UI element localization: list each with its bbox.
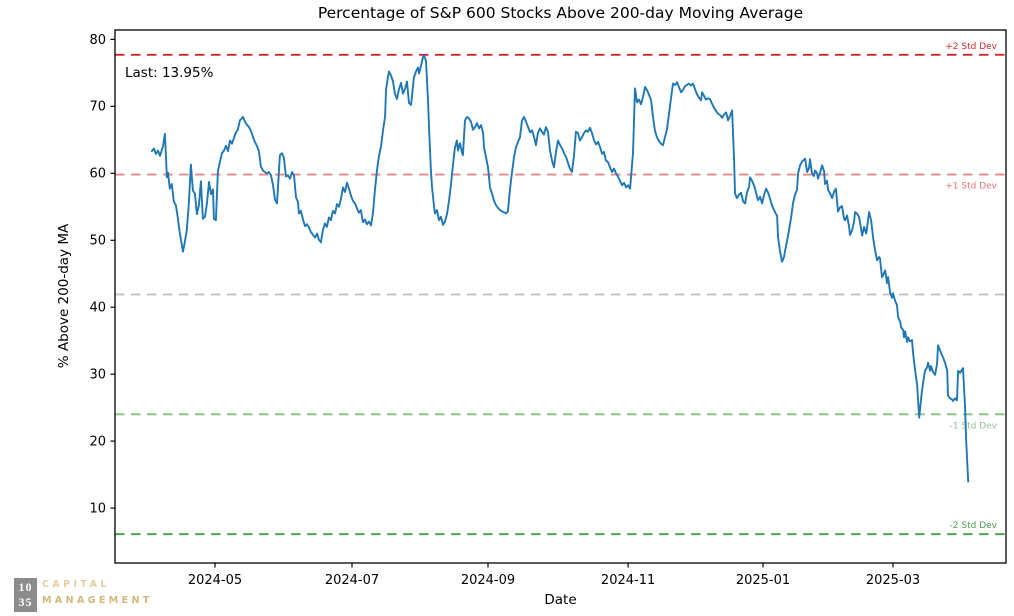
y-tick-label: 40 [89,301,106,316]
logo: 10 35 CAPITAL MANAGEMENT [14,578,153,612]
x-tick-label: 2024-05 [188,573,242,588]
logo-number-top: 10 [18,580,33,594]
logo-number-box: 10 35 [14,578,37,612]
x-tick-label: 2024-11 [601,573,655,588]
ref-line-label-minus2: -2 Std Dev [950,521,998,531]
y-tick-label: 20 [89,435,106,450]
y-tick-label: 10 [89,502,106,517]
ref-line-label-plus1: +1 Std Dev [945,182,997,192]
x-tick-label: 2024-09 [461,573,515,588]
logo-number-bottom: 35 [18,595,33,609]
x-tick-label: 2025-03 [866,573,920,588]
y-tick-label: 50 [89,234,106,249]
y-tick-label: 70 [89,100,106,115]
ref-line-label-minus1: -1 Std Dev [950,421,998,431]
y-axis-label: % Above 200-day MA [56,223,72,369]
y-tick-label: 60 [89,167,106,182]
y-tick-label: 30 [89,368,106,383]
series-line [150,54,970,483]
logo-wordmark: CAPITAL MANAGEMENT [42,578,153,605]
logo-word-management: MANAGEMENT [42,594,153,606]
axes-frame [114,29,1007,564]
y-tick-label: 80 [89,33,106,48]
last-value-annotation: Last: 13.95% [125,65,214,81]
x-axis-label: Date [544,592,577,608]
x-tick-label: 2024-07 [325,573,379,588]
ref-line-label-plus2: +2 Std Dev [945,42,997,52]
x-tick-label: 2025-01 [736,573,790,588]
chart-title: Percentage of S&P 600 Stocks Above 200-d… [317,4,804,22]
logo-word-capital: CAPITAL [42,579,110,590]
